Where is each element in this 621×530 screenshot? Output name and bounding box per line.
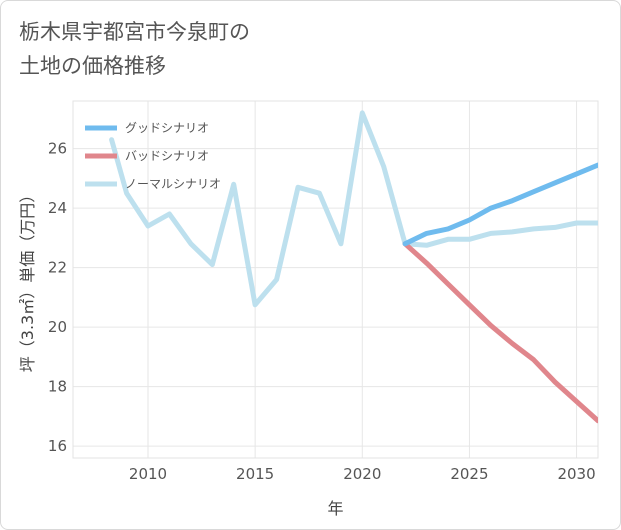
series-layer [109,110,598,424]
x-tick-label: 2015 [236,465,274,483]
legend-item[interactable]: グッドシナリオ [125,121,209,135]
x-tick-label: 2030 [557,465,595,483]
legend-item[interactable]: ノーマルシナリオ [125,177,221,191]
y-tick-label: 18 [48,378,67,396]
chart-title-line2: 土地の価格推移 [19,54,166,78]
x-tick-labels: 2010 2015 2020 2025 2030 [129,465,596,483]
y-tick-label: 26 [48,140,67,158]
x-tick-label: 2020 [343,465,381,483]
y-tick-label: 22 [48,259,67,277]
y-tick-label: 24 [48,199,67,217]
x-tick-label: 2025 [450,465,488,483]
y-tick-label: 16 [48,437,67,455]
y-axis-label: 坪（3.3㎡）単価（万円） [18,187,37,372]
y-tick-label: 20 [48,318,67,336]
chart-title-line1: 栃木県宇都宮市今泉町の [19,20,250,44]
legend-item[interactable]: バッドシナリオ [125,149,209,163]
series-line [402,162,598,247]
grid [73,101,598,458]
x-tick-label: 2010 [129,465,167,483]
series-line [109,110,598,308]
chart-title: 栃木県宇都宮市今泉町の 土地の価格推移 [19,15,419,83]
series-line [402,241,598,424]
y-tick-labels: 16 18 20 22 24 26 [48,140,67,456]
plot-frame [72,100,599,459]
x-axis-label: 年 [327,499,343,518]
